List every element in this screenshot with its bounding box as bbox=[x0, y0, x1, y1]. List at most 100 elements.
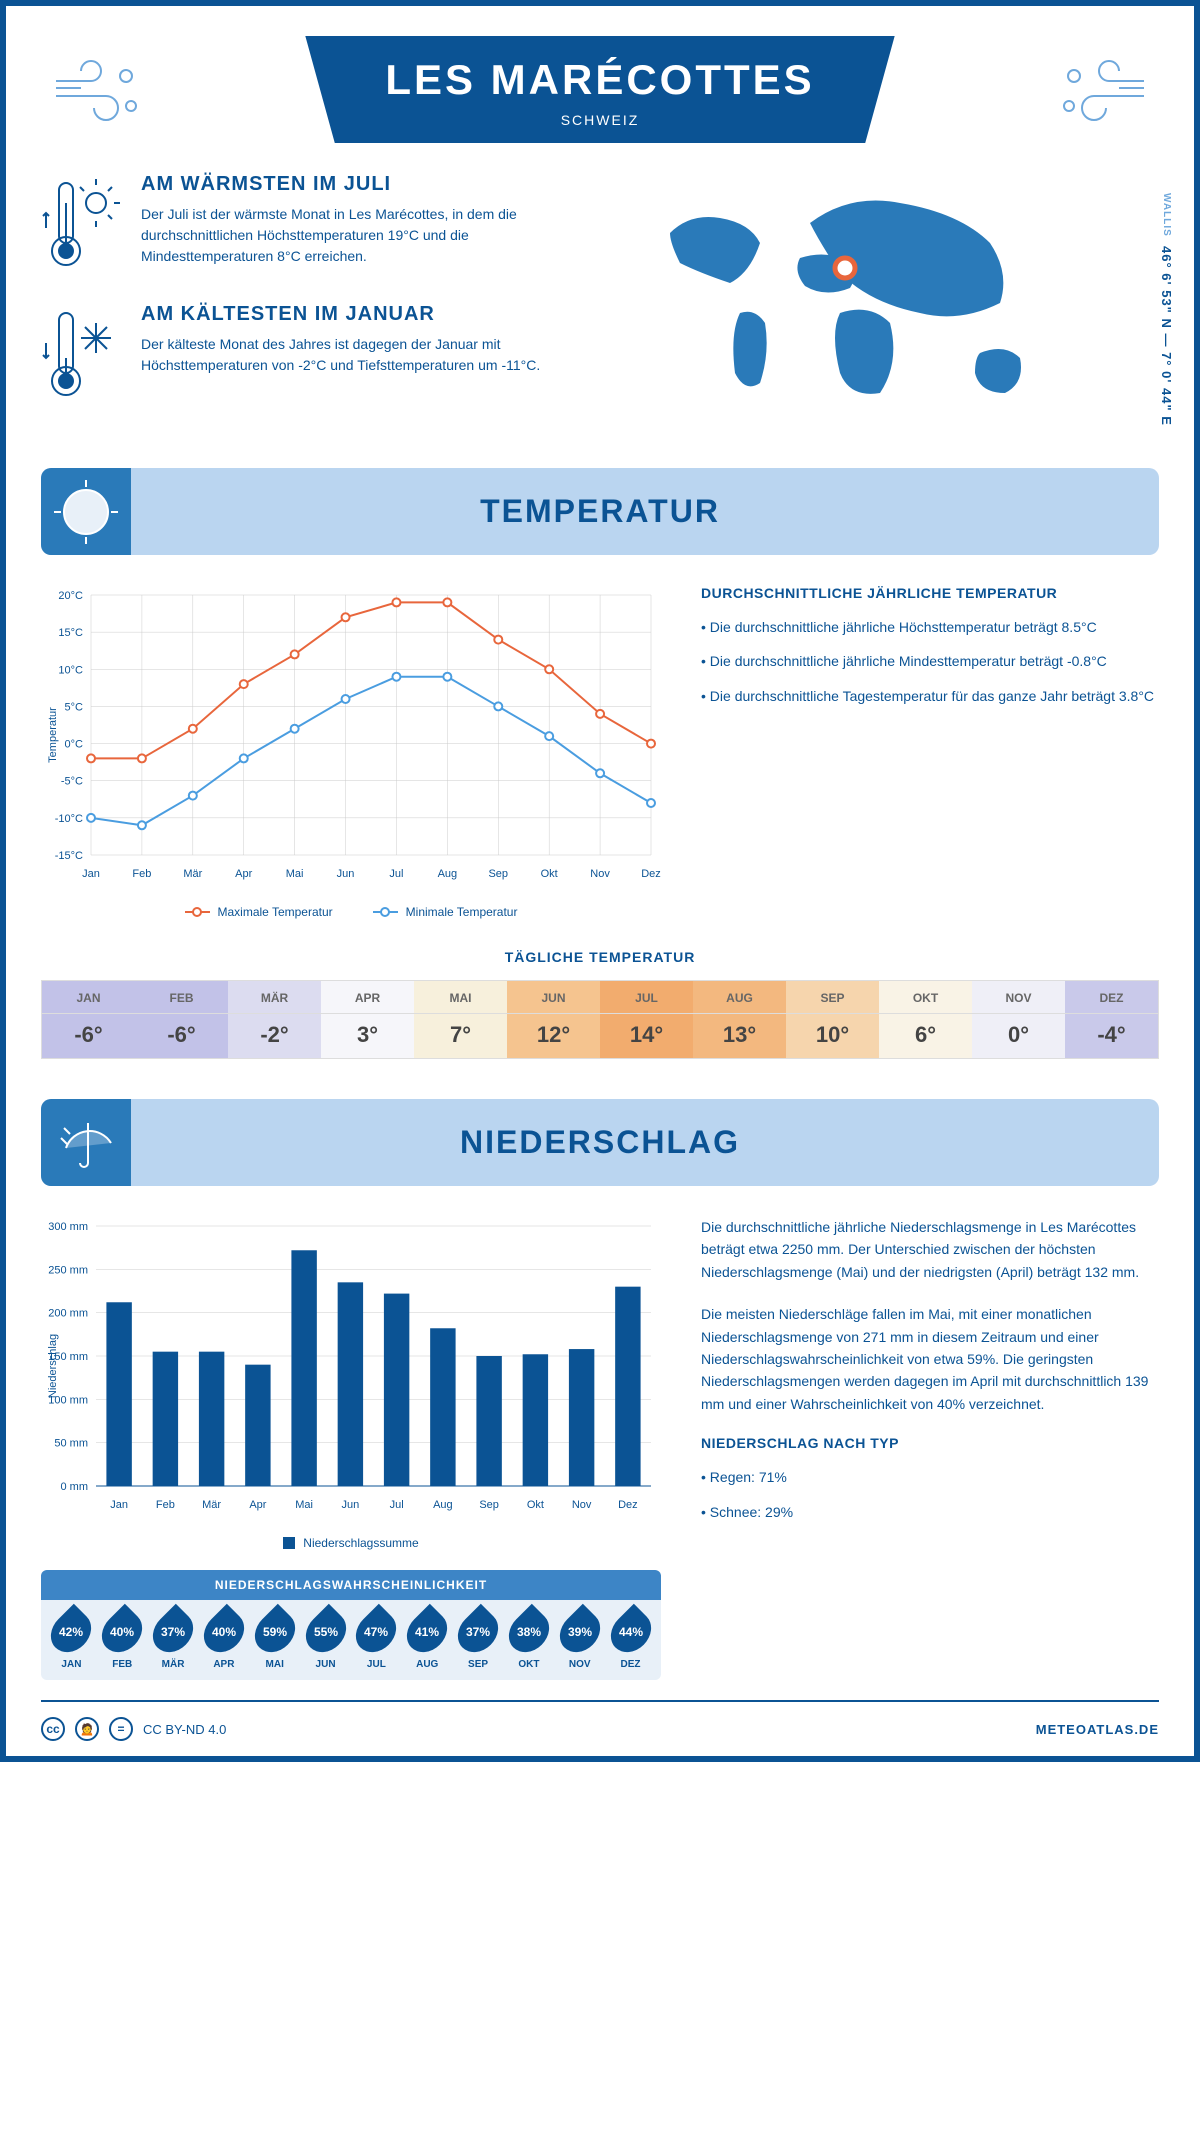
by-icon: 🙍 bbox=[75, 1717, 99, 1741]
umbrella-icon bbox=[41, 1099, 131, 1186]
svg-text:Aug: Aug bbox=[438, 868, 458, 880]
temp-cell: JUN12° bbox=[507, 981, 600, 1058]
temp-cell: SEP10° bbox=[786, 981, 879, 1058]
coordinates: WALLIS 46° 6' 53" N — 7° 0' 44" E bbox=[1159, 193, 1174, 426]
svg-text:Jan: Jan bbox=[110, 1499, 128, 1511]
thermometer-hot-icon bbox=[41, 173, 121, 278]
title-banner: LES MARÉCOTTES SCHWEIZ bbox=[305, 36, 894, 143]
world-map: WALLIS 46° 6' 53" N — 7° 0' 44" E bbox=[620, 173, 1159, 438]
svg-text:Okt: Okt bbox=[527, 1499, 544, 1511]
svg-text:Jan: Jan bbox=[82, 868, 100, 880]
temp-section-header: TEMPERATUR bbox=[41, 468, 1159, 555]
svg-text:250 mm: 250 mm bbox=[48, 1264, 88, 1276]
daily-temp-title: TÄGLICHE TEMPERATUR bbox=[41, 949, 1159, 965]
svg-text:10°C: 10°C bbox=[58, 664, 83, 676]
svg-text:300 mm: 300 mm bbox=[48, 1221, 88, 1233]
intro-section: AM WÄRMSTEN IM JULI Der Juli ist der wär… bbox=[41, 173, 1159, 438]
temp-line-chart: -15°C -10°C -5°C 0°C 5°C 10°C 15°C 20°C Jan Feb Mä… bbox=[41, 585, 661, 919]
temp-cell: DEZ-4° bbox=[1065, 981, 1158, 1058]
prob-cell: 40% APR bbox=[198, 1610, 249, 1670]
prob-cell: 42% JAN bbox=[46, 1610, 97, 1670]
temp-cell: OKT6° bbox=[879, 981, 972, 1058]
footer: cc 🙍 = CC BY-ND 4.0 METEOATLAS.DE bbox=[41, 1700, 1159, 1741]
svg-text:Nov: Nov bbox=[572, 1499, 592, 1511]
svg-text:Sep: Sep bbox=[479, 1499, 499, 1511]
temp-cell: NOV0° bbox=[972, 981, 1065, 1058]
prob-cell: 38% OKT bbox=[503, 1610, 554, 1670]
prob-cell: 37% MÄR bbox=[148, 1610, 199, 1670]
svg-text:200 mm: 200 mm bbox=[48, 1308, 88, 1320]
warmest-text: Der Juli ist der wärmste Monat in Les Ma… bbox=[141, 204, 580, 267]
prob-cell: 41% AUG bbox=[402, 1610, 453, 1670]
svg-text:20°C: 20°C bbox=[58, 590, 83, 602]
legend-max: .legend-line[style*="e8663c"]::after{bor… bbox=[185, 905, 333, 919]
svg-text:Feb: Feb bbox=[156, 1499, 175, 1511]
svg-text:Apr: Apr bbox=[235, 868, 252, 880]
header: LES MARÉCOTTES SCHWEIZ bbox=[41, 36, 1159, 143]
license-text: CC BY-ND 4.0 bbox=[143, 1722, 226, 1737]
svg-text:Jul: Jul bbox=[390, 1499, 404, 1511]
svg-text:Dez: Dez bbox=[641, 868, 661, 880]
thermometer-cold-icon bbox=[41, 303, 121, 408]
svg-text:0 mm: 0 mm bbox=[61, 1481, 89, 1493]
daily-temp-table: JAN-6° FEB-6° MÄR-2° APR3° MAI7° JUN12° … bbox=[41, 980, 1159, 1059]
svg-text:Temperatur: Temperatur bbox=[47, 707, 59, 763]
temp-cell: JUL14° bbox=[600, 981, 693, 1058]
legend-precip: Niederschlagssumme bbox=[283, 1536, 418, 1550]
prob-cell: 39% NOV bbox=[554, 1610, 605, 1670]
svg-text:0°C: 0°C bbox=[65, 739, 84, 751]
warmest-fact: AM WÄRMSTEN IM JULI Der Juli ist der wär… bbox=[41, 173, 580, 278]
svg-text:Sep: Sep bbox=[488, 868, 508, 880]
svg-text:50 mm: 50 mm bbox=[54, 1438, 88, 1450]
svg-text:Aug: Aug bbox=[433, 1499, 453, 1511]
svg-text:-10°C: -10°C bbox=[55, 813, 83, 825]
svg-text:5°C: 5°C bbox=[65, 701, 84, 713]
page-subtitle: SCHWEIZ bbox=[385, 112, 814, 128]
svg-text:Niederschlag: Niederschlag bbox=[47, 1334, 59, 1398]
temp-heading: TEMPERATUR bbox=[41, 493, 1159, 530]
svg-text:Jul: Jul bbox=[389, 868, 403, 880]
svg-text:Apr: Apr bbox=[249, 1499, 266, 1511]
temp-info: DURCHSCHNITTLICHE JÄHRLICHE TEMPERATUR •… bbox=[701, 585, 1159, 919]
temp-cell: AUG13° bbox=[693, 981, 786, 1058]
precip-bar-chart: 0 mm50 mm100 mm150 mm200 mm250 mm300 mmJ… bbox=[41, 1216, 661, 1680]
svg-text:Jun: Jun bbox=[337, 868, 355, 880]
svg-text:Mär: Mär bbox=[202, 1499, 221, 1511]
svg-text:Dez: Dez bbox=[618, 1499, 638, 1511]
svg-text:-15°C: -15°C bbox=[55, 850, 83, 862]
svg-text:Feb: Feb bbox=[132, 868, 151, 880]
temp-cell: MÄR-2° bbox=[228, 981, 321, 1058]
nd-icon: = bbox=[109, 1717, 133, 1741]
cc-icon: cc bbox=[41, 1717, 65, 1741]
prob-cell: 47% JUL bbox=[351, 1610, 402, 1670]
svg-text:Nov: Nov bbox=[590, 868, 610, 880]
wind-icon bbox=[1049, 56, 1149, 131]
page-title: LES MARÉCOTTES bbox=[385, 56, 814, 104]
svg-text:Mai: Mai bbox=[295, 1499, 313, 1511]
precip-heading: NIEDERSCHLAG bbox=[41, 1124, 1159, 1161]
prob-cell: 59% MAI bbox=[249, 1610, 300, 1670]
svg-text:Mai: Mai bbox=[286, 868, 304, 880]
precip-section-header: NIEDERSCHLAG bbox=[41, 1099, 1159, 1186]
coldest-title: AM KÄLTESTEN IM JANUAR bbox=[141, 303, 580, 326]
temp-cell: MAI7° bbox=[414, 981, 507, 1058]
svg-text:Mär: Mär bbox=[183, 868, 202, 880]
probability-title: NIEDERSCHLAGSWAHRSCHEINLICHKEIT bbox=[41, 1570, 661, 1600]
temp-cell: JAN-6° bbox=[42, 981, 135, 1058]
coldest-text: Der kälteste Monat des Jahres ist dagege… bbox=[141, 334, 580, 376]
coldest-fact: AM KÄLTESTEN IM JANUAR Der kälteste Mona… bbox=[41, 303, 580, 408]
svg-text:Jun: Jun bbox=[342, 1499, 360, 1511]
temp-cell: FEB-6° bbox=[135, 981, 228, 1058]
warmest-title: AM WÄRMSTEN IM JULI bbox=[141, 173, 580, 196]
prob-cell: 55% JUN bbox=[300, 1610, 351, 1670]
prob-cell: 40% FEB bbox=[97, 1610, 148, 1670]
svg-text:-5°C: -5°C bbox=[61, 776, 83, 788]
wind-icon bbox=[51, 56, 151, 131]
svg-text:15°C: 15°C bbox=[58, 627, 83, 639]
probability-row: 42% JAN 40% FEB 37% MÄR 40% APR 59% MAI … bbox=[41, 1600, 661, 1680]
sun-icon bbox=[41, 468, 131, 555]
legend-min: .legend-line[style*="4a9de0"]::after{bor… bbox=[373, 905, 518, 919]
brand: METEOATLAS.DE bbox=[1036, 1722, 1159, 1737]
temp-cell: APR3° bbox=[321, 981, 414, 1058]
precip-info: Die durchschnittliche jährliche Niedersc… bbox=[701, 1216, 1159, 1680]
